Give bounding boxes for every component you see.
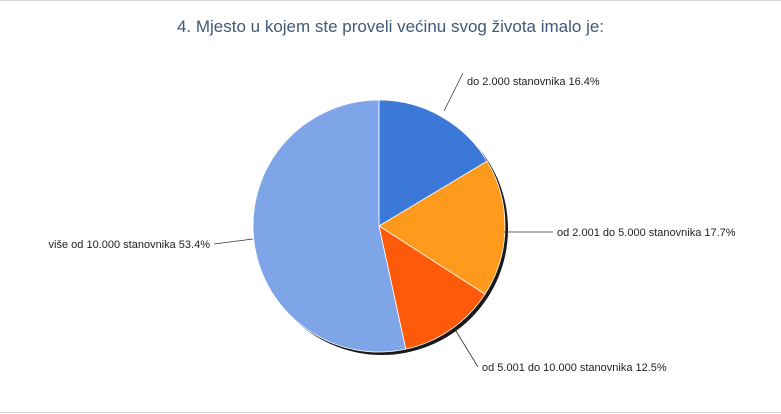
pie-slice-1 (378, 99, 488, 227)
pie-slice-3 (378, 225, 486, 350)
slice-label-2: od 2.001 do 5.000 stanovnika 17.7% (557, 227, 736, 239)
leader-line-3 (455, 330, 479, 368)
pie-slice-2 (378, 160, 506, 295)
chart-title: 4. Mjesto u kojem ste proveli većinu svo… (176, 17, 605, 36)
slice-label-3: od 5.001 do 10.000 stanovnika 12.5% (482, 362, 667, 374)
leader-line-1 (443, 72, 464, 112)
leader-line-4 (213, 238, 254, 245)
slice-label-4: više od 10.000 stanovnika 53.4% (49, 239, 211, 251)
slice-label-1: do 2.000 stanovnika 16.4% (467, 76, 600, 88)
pie-slice-4 (252, 99, 407, 353)
